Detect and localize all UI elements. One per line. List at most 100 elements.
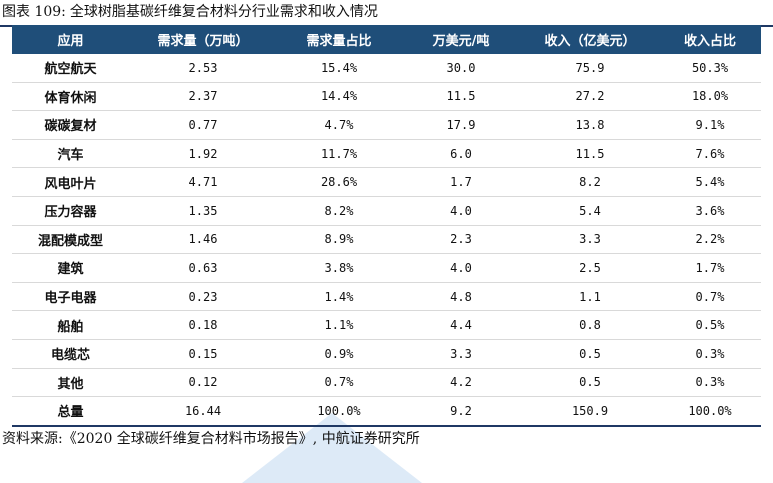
cell-revenue: 8.2 bbox=[521, 167, 659, 197]
cell-revenue: 0.5 bbox=[521, 339, 659, 369]
cell-application: 航空航天 bbox=[12, 54, 129, 83]
table-header-row: 应用 需求量（万吨） 需求量占比 万美元/吨 收入（亿美元） 收入占比 bbox=[12, 25, 761, 54]
cell-unit-price: 17.9 bbox=[401, 110, 521, 140]
cell-revenue: 150.9 bbox=[521, 396, 659, 427]
cell-demand: 2.37 bbox=[129, 82, 277, 112]
table-row: 混配模成型 1.46 8.9% 2.3 3.3 2.2% bbox=[12, 225, 761, 255]
cell-unit-price: 4.0 bbox=[401, 196, 521, 226]
cell-revenue-share: 2.2% bbox=[659, 225, 761, 255]
cell-demand-share: 1.1% bbox=[277, 310, 401, 340]
cell-application: 建筑 bbox=[12, 253, 129, 283]
cell-demand-share: 11.7% bbox=[277, 139, 401, 169]
cell-revenue: 11.5 bbox=[521, 139, 659, 169]
cell-application: 其他 bbox=[12, 368, 129, 398]
cell-demand: 1.46 bbox=[129, 225, 277, 255]
cell-revenue: 0.5 bbox=[521, 368, 659, 398]
cell-revenue-share: 3.6% bbox=[659, 196, 761, 226]
cell-revenue: 75.9 bbox=[521, 54, 659, 83]
table-row: 航空航天 2.53 15.4% 30.0 75.9 50.3% bbox=[12, 54, 761, 83]
cell-unit-price: 9.2 bbox=[401, 396, 521, 427]
cell-revenue-share: 9.1% bbox=[659, 110, 761, 140]
cell-unit-price: 4.4 bbox=[401, 310, 521, 340]
cell-unit-price: 2.3 bbox=[401, 225, 521, 255]
cell-unit-price: 30.0 bbox=[401, 54, 521, 83]
header-unit-price: 万美元/吨 bbox=[401, 25, 521, 54]
figure-title: 图表 109: 全球树脂基碳纤维复合材料分行业需求和收入情况 bbox=[2, 0, 378, 24]
cell-demand-share: 0.7% bbox=[277, 368, 401, 398]
cell-unit-price: 1.7 bbox=[401, 167, 521, 197]
cell-demand: 0.18 bbox=[129, 310, 277, 340]
cell-application: 碳碳复材 bbox=[12, 110, 129, 140]
cell-revenue-share: 18.0% bbox=[659, 82, 761, 112]
cell-application: 混配模成型 bbox=[12, 225, 129, 255]
cell-unit-price: 6.0 bbox=[401, 139, 521, 169]
cell-demand: 0.23 bbox=[129, 282, 277, 312]
table-row: 汽车 1.92 11.7% 6.0 11.5 7.6% bbox=[12, 139, 761, 169]
cell-revenue-share: 0.5% bbox=[659, 310, 761, 340]
table-total-row: 总量 16.44 100.0% 9.2 150.9 100.0% bbox=[12, 396, 761, 427]
cell-revenue-share: 0.3% bbox=[659, 368, 761, 398]
table-body: 航空航天 2.53 15.4% 30.0 75.9 50.3% 体育休闲 2.37 14.4% 1… bbox=[12, 54, 761, 427]
cell-revenue-share: 0.3% bbox=[659, 339, 761, 369]
cell-revenue-share: 7.6% bbox=[659, 139, 761, 169]
cell-demand: 1.92 bbox=[129, 139, 277, 169]
table-row: 建筑 0.63 3.8% 4.0 2.5 1.7% bbox=[12, 253, 761, 283]
cell-revenue: 2.5 bbox=[521, 253, 659, 283]
cell-demand: 0.77 bbox=[129, 110, 277, 140]
cell-revenue: 27.2 bbox=[521, 82, 659, 112]
table-row: 电子电器 0.23 1.4% 4.8 1.1 0.7% bbox=[12, 282, 761, 312]
figure-number: 图表 109: bbox=[2, 4, 66, 20]
cell-revenue-share: 5.4% bbox=[659, 167, 761, 197]
cell-revenue-share: 50.3% bbox=[659, 54, 761, 83]
cell-application: 体育休闲 bbox=[12, 82, 129, 112]
cell-demand-share: 0.9% bbox=[277, 339, 401, 369]
cell-unit-price: 11.5 bbox=[401, 82, 521, 112]
header-demand: 需求量（万吨） bbox=[129, 25, 277, 54]
header-revenue-share: 收入占比 bbox=[659, 25, 761, 54]
header-application: 应用 bbox=[12, 25, 129, 54]
table-row: 船舶 0.18 1.1% 4.4 0.8 0.5% bbox=[12, 310, 761, 340]
cell-demand-share: 8.2% bbox=[277, 196, 401, 226]
cell-revenue-share: 100.0% bbox=[659, 396, 761, 427]
cell-demand: 0.63 bbox=[129, 253, 277, 283]
cell-revenue: 1.1 bbox=[521, 282, 659, 312]
table-row: 压力容器 1.35 8.2% 4.0 5.4 3.6% bbox=[12, 196, 761, 226]
cell-unit-price: 4.0 bbox=[401, 253, 521, 283]
header-revenue: 收入（亿美元） bbox=[521, 25, 659, 54]
cell-demand: 2.53 bbox=[129, 54, 277, 83]
cell-demand-share: 3.8% bbox=[277, 253, 401, 283]
cell-demand: 0.15 bbox=[129, 339, 277, 369]
cell-revenue-share: 1.7% bbox=[659, 253, 761, 283]
demand-revenue-table: 应用 需求量（万吨） 需求量占比 万美元/吨 收入（亿美元） 收入占比 航空航天… bbox=[12, 25, 761, 427]
cell-application: 电缆芯 bbox=[12, 339, 129, 369]
cell-demand: 0.12 bbox=[129, 368, 277, 398]
cell-application: 船舶 bbox=[12, 310, 129, 340]
table-row: 碳碳复材 0.77 4.7% 17.9 13.8 9.1% bbox=[12, 110, 761, 140]
table-row: 电缆芯 0.15 0.9% 3.3 0.5 0.3% bbox=[12, 339, 761, 369]
cell-application: 压力容器 bbox=[12, 196, 129, 226]
header-demand-share: 需求量占比 bbox=[277, 25, 401, 54]
cell-revenue: 13.8 bbox=[521, 110, 659, 140]
cell-unit-price: 4.8 bbox=[401, 282, 521, 312]
cell-demand-share: 8.9% bbox=[277, 225, 401, 255]
figure-caption: 全球树脂基碳纤维复合材料分行业需求和收入情况 bbox=[69, 4, 378, 20]
cell-demand: 16.44 bbox=[129, 396, 277, 427]
cell-revenue: 3.3 bbox=[521, 225, 659, 255]
table-container: 应用 需求量（万吨） 需求量占比 万美元/吨 收入（亿美元） 收入占比 航空航天… bbox=[12, 25, 761, 483]
cell-demand-share: 1.4% bbox=[277, 282, 401, 312]
source-note: 资料来源:《2020 全球碳纤维复合材料市场报告》, 中航证券研究所 bbox=[2, 431, 420, 447]
cell-revenue: 5.4 bbox=[521, 196, 659, 226]
cell-demand-share: 15.4% bbox=[277, 54, 401, 83]
cell-unit-price: 3.3 bbox=[401, 339, 521, 369]
cell-unit-price: 4.2 bbox=[401, 368, 521, 398]
cell-demand-share: 4.7% bbox=[277, 110, 401, 140]
cell-application: 总量 bbox=[12, 396, 129, 427]
table-row: 体育休闲 2.37 14.4% 11.5 27.2 18.0% bbox=[12, 82, 761, 112]
cell-application: 汽车 bbox=[12, 139, 129, 169]
cell-application: 电子电器 bbox=[12, 282, 129, 312]
cell-demand-share: 28.6% bbox=[277, 167, 401, 197]
cell-revenue: 0.8 bbox=[521, 310, 659, 340]
cell-demand: 1.35 bbox=[129, 196, 277, 226]
cell-demand-share: 100.0% bbox=[277, 396, 401, 427]
table-row: 风电叶片 4.71 28.6% 1.7 8.2 5.4% bbox=[12, 167, 761, 197]
